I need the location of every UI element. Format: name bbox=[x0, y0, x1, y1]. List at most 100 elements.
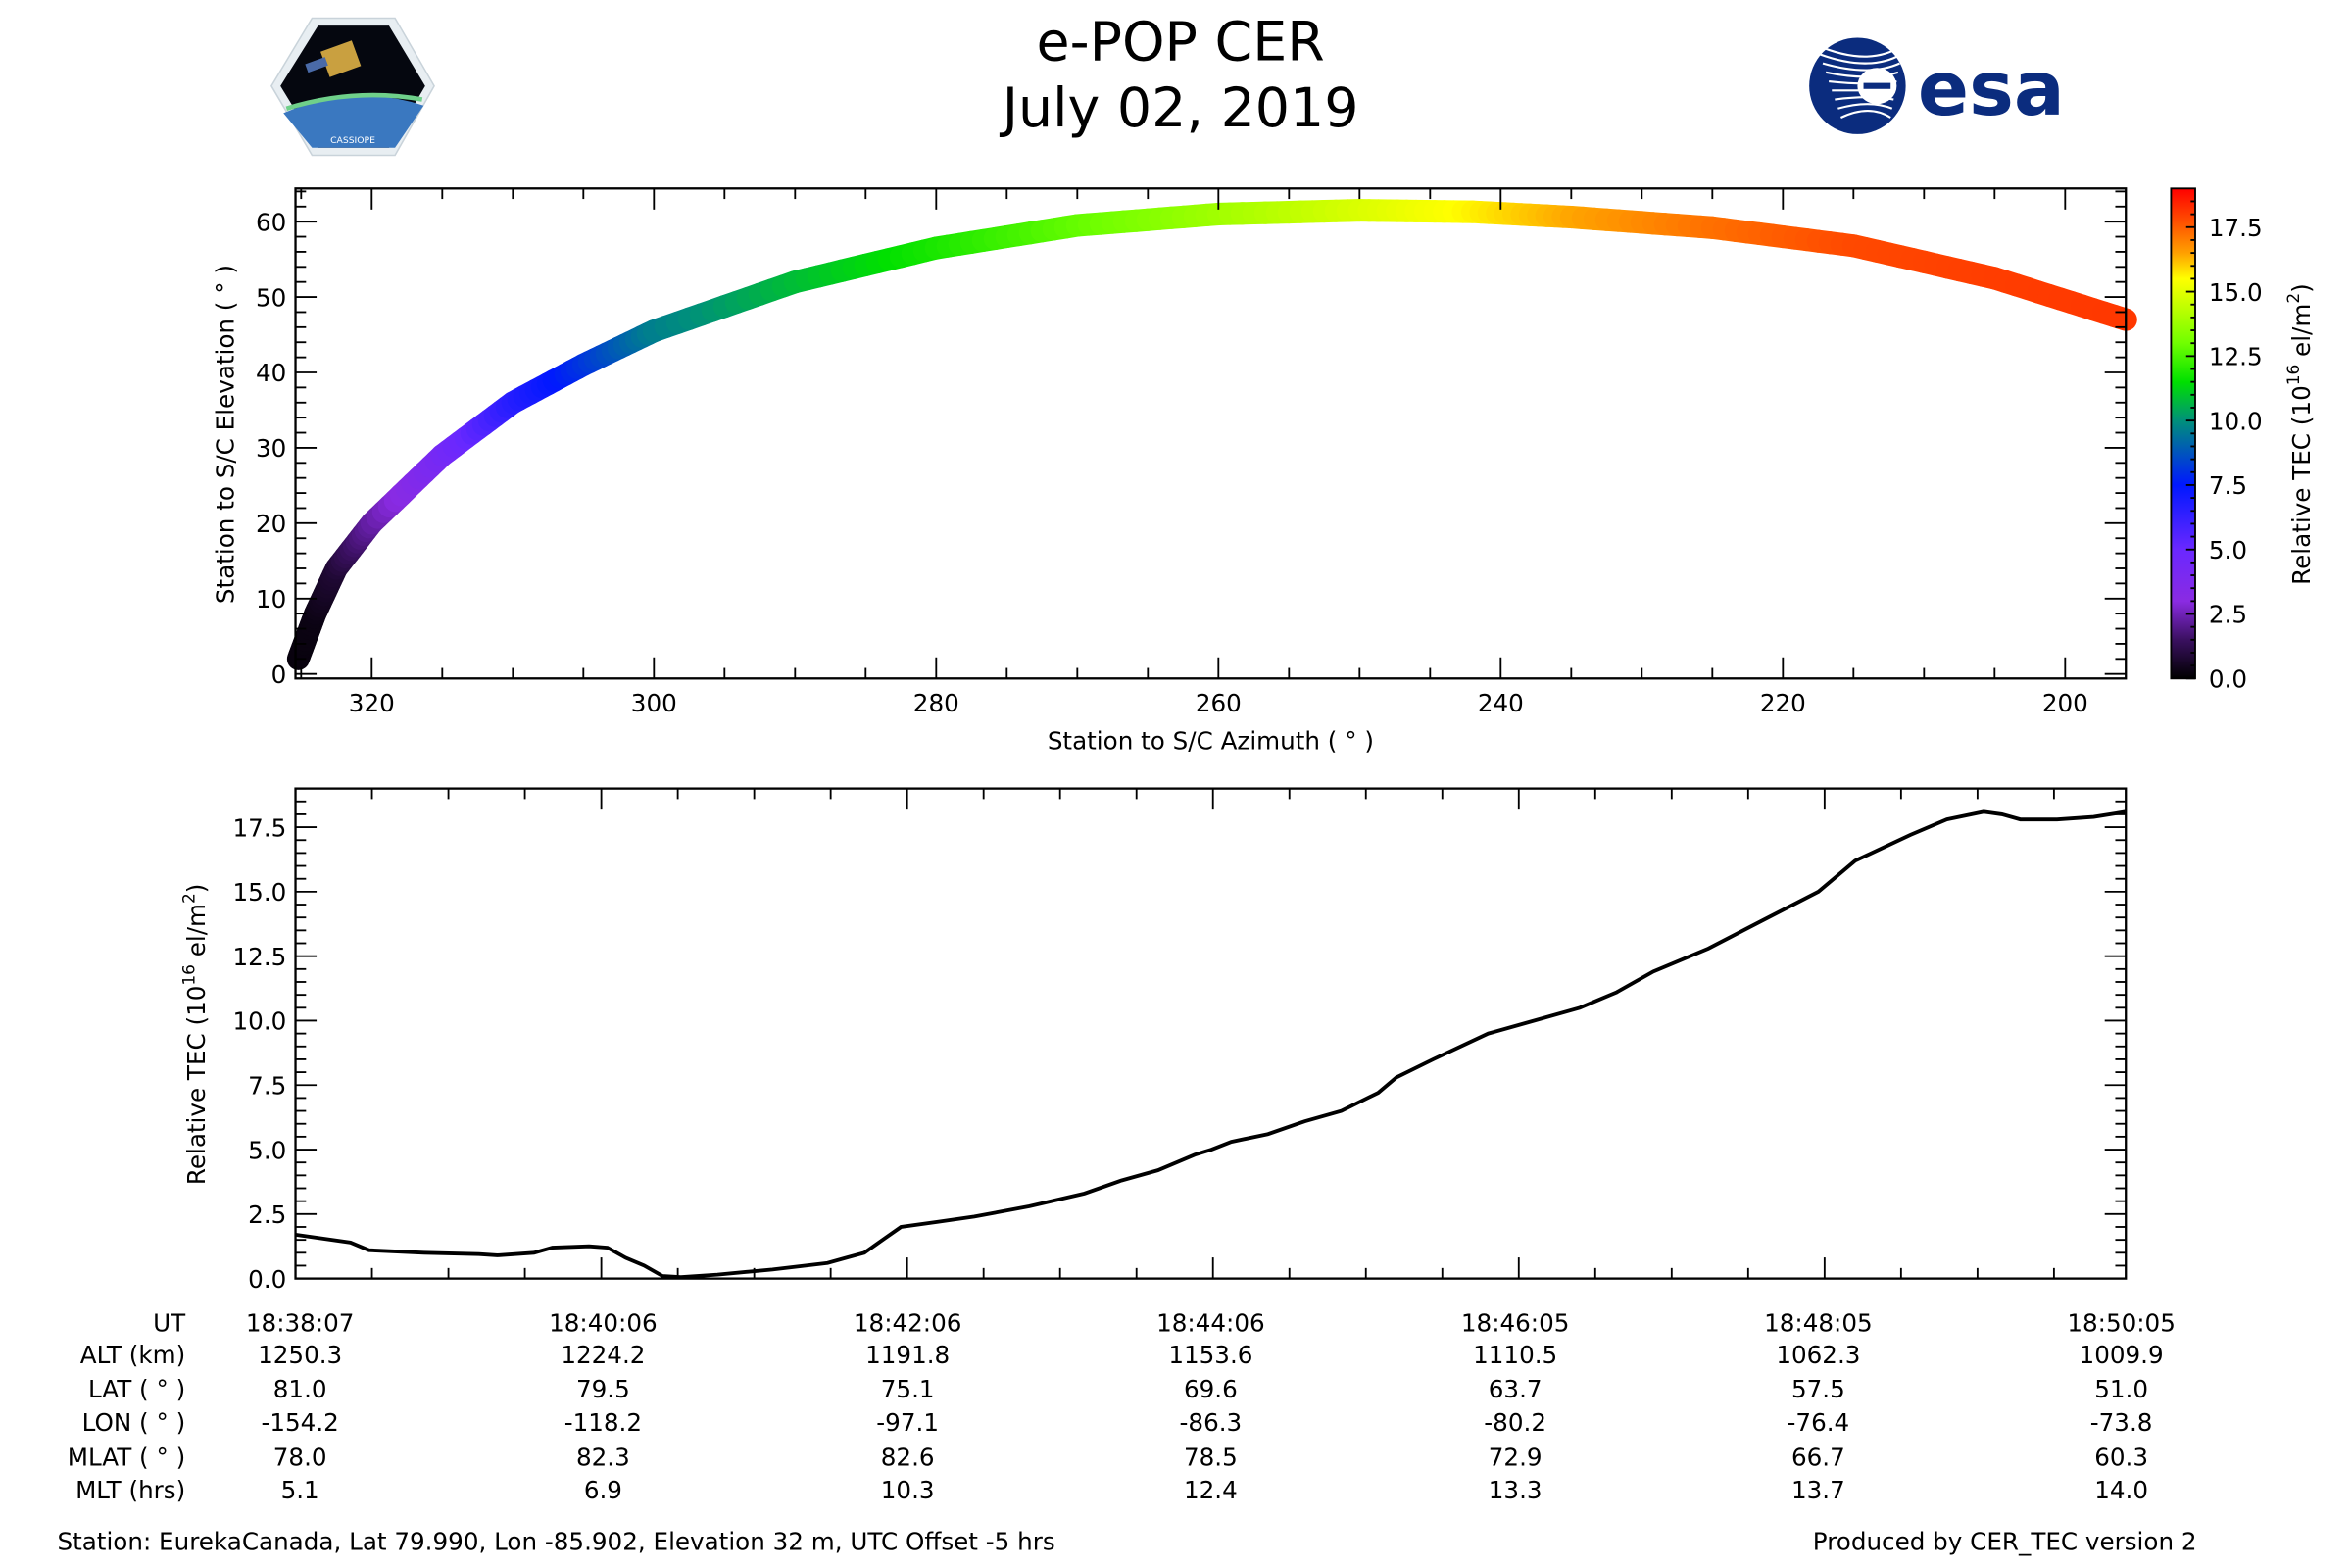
y-tick-label: 20 bbox=[256, 510, 286, 538]
table-row-label: LAT ( ° ) bbox=[88, 1375, 185, 1403]
colorbar-tick-label: 5.0 bbox=[2209, 536, 2247, 564]
esa-stripe bbox=[1838, 103, 1893, 110]
table-cell: 1009.9 bbox=[2080, 1341, 2164, 1369]
table-cell: 60.3 bbox=[2094, 1443, 2148, 1471]
x-tick-label: 240 bbox=[1478, 689, 1524, 717]
y-tick-label: 0 bbox=[271, 661, 287, 689]
y-tick-label: 7.5 bbox=[248, 1071, 286, 1100]
table-cell: -73.8 bbox=[2090, 1408, 2153, 1437]
colorbar-tick-label: 15.0 bbox=[2209, 278, 2263, 307]
y-tick-label: 50 bbox=[256, 283, 286, 312]
table-cell: 78.5 bbox=[1184, 1443, 1238, 1471]
y-tick-label: 10 bbox=[256, 585, 286, 613]
cassiope-logo-text: CASSIOPE bbox=[330, 135, 375, 146]
table-cell: 12.4 bbox=[1184, 1476, 1238, 1504]
table-cell: 10.3 bbox=[881, 1476, 935, 1504]
y-axis-label: Station to S/C Elevation ( ° ) bbox=[211, 265, 239, 604]
tec-line bbox=[295, 809, 2127, 1280]
table-cell: 82.6 bbox=[881, 1443, 935, 1471]
colorbar-tick-label: 17.5 bbox=[2209, 214, 2263, 242]
table-cell: 66.7 bbox=[1791, 1443, 1845, 1471]
table-cell: 18:46:05 bbox=[1461, 1308, 1570, 1337]
esa-logo: esa bbox=[1809, 37, 2065, 134]
table-cell: 18:48:05 bbox=[1764, 1308, 1873, 1337]
y-tick-label: 5.0 bbox=[248, 1136, 286, 1164]
table-cell: 13.3 bbox=[1489, 1476, 1543, 1504]
colorbar-tick-label: 12.5 bbox=[2209, 343, 2263, 371]
esa-stripe bbox=[1840, 110, 1891, 119]
table-cell: 1250.3 bbox=[258, 1341, 342, 1369]
y-tick-label: 10.0 bbox=[233, 1007, 287, 1036]
table-cell: -154.2 bbox=[261, 1408, 338, 1437]
table-cell: 72.9 bbox=[1489, 1443, 1543, 1471]
ephemeris-table: UT ALT (km) LAT ( ° ) LON ( ° ) MLAT ( ° ) ML… bbox=[68, 1308, 2176, 1504]
x-tick-label: 320 bbox=[349, 689, 395, 717]
table-cell: 69.6 bbox=[1184, 1375, 1238, 1403]
table-cell: 82.3 bbox=[576, 1443, 630, 1471]
table-cell: 18:42:06 bbox=[854, 1308, 962, 1337]
table-cell: -76.4 bbox=[1788, 1408, 1850, 1437]
table-cell: 78.0 bbox=[273, 1443, 327, 1471]
y-tick-label: 60 bbox=[256, 208, 286, 236]
table-cell: 18:50:05 bbox=[2067, 1308, 2176, 1337]
colorbar-tick-label: 2.5 bbox=[2209, 601, 2247, 629]
x-tick-label: 220 bbox=[1760, 689, 1806, 717]
y-tick-label: 0.0 bbox=[248, 1265, 286, 1294]
table-cell: 63.7 bbox=[1489, 1375, 1543, 1403]
y-tick-label: 40 bbox=[256, 359, 286, 387]
y-tick-label: 30 bbox=[256, 434, 286, 463]
esa-logo-text: esa bbox=[1918, 46, 2065, 133]
table-cell: -80.2 bbox=[1484, 1408, 1546, 1437]
esa-stripe bbox=[1822, 62, 1900, 72]
table-cell: 1110.5 bbox=[1473, 1341, 1557, 1369]
y-tick-label: 12.5 bbox=[233, 943, 287, 971]
table-cell: 1062.3 bbox=[1776, 1341, 1860, 1369]
x-tick-label: 200 bbox=[2042, 689, 2088, 717]
table-cell: 1153.6 bbox=[1168, 1341, 1252, 1369]
x-axis-label: Station to S/C Azimuth ( ° ) bbox=[1048, 727, 1374, 756]
table-row-label: UT bbox=[153, 1308, 186, 1337]
table-cell: -97.1 bbox=[876, 1408, 939, 1437]
table-cell: 18:44:06 bbox=[1156, 1308, 1265, 1337]
colorbar: 0.0 2.5 5.0 7.5 10.0 12.5 15.0 17.5 Relative TE… bbox=[2170, 187, 2316, 694]
table-cell: 18:38:07 bbox=[246, 1308, 355, 1337]
table-cell: 57.5 bbox=[1791, 1375, 1845, 1403]
table-cell: 75.1 bbox=[881, 1375, 935, 1403]
table-cell: 18:40:06 bbox=[549, 1308, 658, 1337]
y-axis-label-tec: Relative TEC (1016 el/m2) bbox=[178, 884, 211, 1186]
x-tick-label: 260 bbox=[1196, 689, 1242, 717]
table-cell: 79.5 bbox=[576, 1375, 630, 1403]
table-cell: 5.1 bbox=[281, 1476, 319, 1504]
produced-by: Produced by CER_TEC version 2 bbox=[1813, 1528, 2197, 1556]
cassiope-logo: CASSIOPE bbox=[270, 17, 435, 157]
colorbar-tick-label: 10.0 bbox=[2209, 407, 2263, 435]
table-cell: 14.0 bbox=[2094, 1476, 2148, 1504]
track-point bbox=[2103, 305, 2137, 331]
esa-stripe bbox=[1816, 44, 1904, 58]
table-cell: 1191.8 bbox=[865, 1341, 950, 1369]
colorbar-tick-label: 0.0 bbox=[2209, 665, 2247, 694]
esa-e-bar bbox=[1863, 82, 1891, 89]
table-row-label: MLAT ( ° ) bbox=[68, 1443, 185, 1471]
table-row-label: MLT (hrs) bbox=[75, 1476, 185, 1504]
table-cell: -118.2 bbox=[564, 1408, 642, 1437]
x-tick-label: 300 bbox=[631, 689, 677, 717]
azimuth-elevation-plot: 320 300 280 260 240 220 200 0 10 20 30 40 50 60 Stati… bbox=[211, 187, 2137, 756]
table-cell: -86.3 bbox=[1180, 1408, 1243, 1437]
colorbar-tick-label: 7.5 bbox=[2209, 471, 2247, 500]
colorbar-label: Relative TEC (1016 el/m2) bbox=[2283, 283, 2316, 585]
table-cell: 6.9 bbox=[584, 1476, 622, 1504]
table-cell: 1224.2 bbox=[561, 1341, 645, 1369]
x-tick-label: 280 bbox=[913, 689, 959, 717]
table-row-label: ALT (km) bbox=[80, 1341, 185, 1369]
table-row-label: LON ( ° ) bbox=[82, 1408, 186, 1437]
table-cell: 13.7 bbox=[1791, 1476, 1845, 1504]
tec-time-series-plot: 0.0 2.5 5.0 7.5 10.0 12.5 15.0 17.5 Relative TE… bbox=[178, 787, 2128, 1294]
y-tick-label: 15.0 bbox=[233, 878, 287, 906]
table-cell: 81.0 bbox=[273, 1375, 327, 1403]
station-info: Station: EurekaCanada, Lat 79.990, Lon -… bbox=[57, 1528, 1054, 1556]
date: July 02, 2019 bbox=[1000, 77, 1359, 140]
title: e-POP CER bbox=[1037, 12, 1325, 74]
y-tick-label: 2.5 bbox=[248, 1200, 286, 1229]
